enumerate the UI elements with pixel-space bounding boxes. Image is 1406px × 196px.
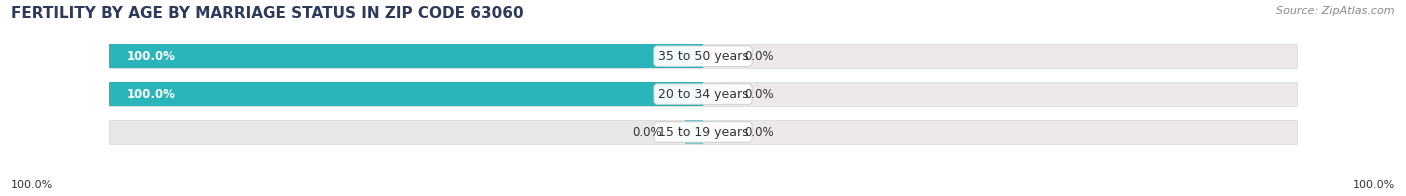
Bar — [685, 120, 703, 144]
Text: 35 to 50 years: 35 to 50 years — [658, 50, 748, 63]
Bar — [110, 44, 703, 68]
Text: 20 to 34 years: 20 to 34 years — [658, 88, 748, 101]
Bar — [110, 82, 703, 106]
Text: 0.0%: 0.0% — [745, 125, 775, 139]
Text: 0.0%: 0.0% — [745, 50, 775, 63]
Text: 0.0%: 0.0% — [745, 88, 775, 101]
Text: FERTILITY BY AGE BY MARRIAGE STATUS IN ZIP CODE 63060: FERTILITY BY AGE BY MARRIAGE STATUS IN Z… — [11, 6, 524, 21]
Text: 15 to 19 years: 15 to 19 years — [658, 125, 748, 139]
Bar — [703, 124, 721, 140]
Bar — [110, 120, 703, 144]
Bar — [703, 82, 1296, 106]
Bar — [703, 120, 1296, 144]
Bar — [703, 44, 1296, 68]
Text: 100.0%: 100.0% — [1353, 180, 1395, 190]
Text: 100.0%: 100.0% — [127, 88, 176, 101]
Text: Source: ZipAtlas.com: Source: ZipAtlas.com — [1277, 6, 1395, 16]
Bar — [703, 86, 721, 102]
Bar — [110, 82, 703, 106]
Bar — [703, 48, 721, 64]
Bar — [110, 44, 703, 68]
Text: 100.0%: 100.0% — [127, 50, 176, 63]
Text: 100.0%: 100.0% — [11, 180, 53, 190]
Text: 0.0%: 0.0% — [631, 125, 661, 139]
